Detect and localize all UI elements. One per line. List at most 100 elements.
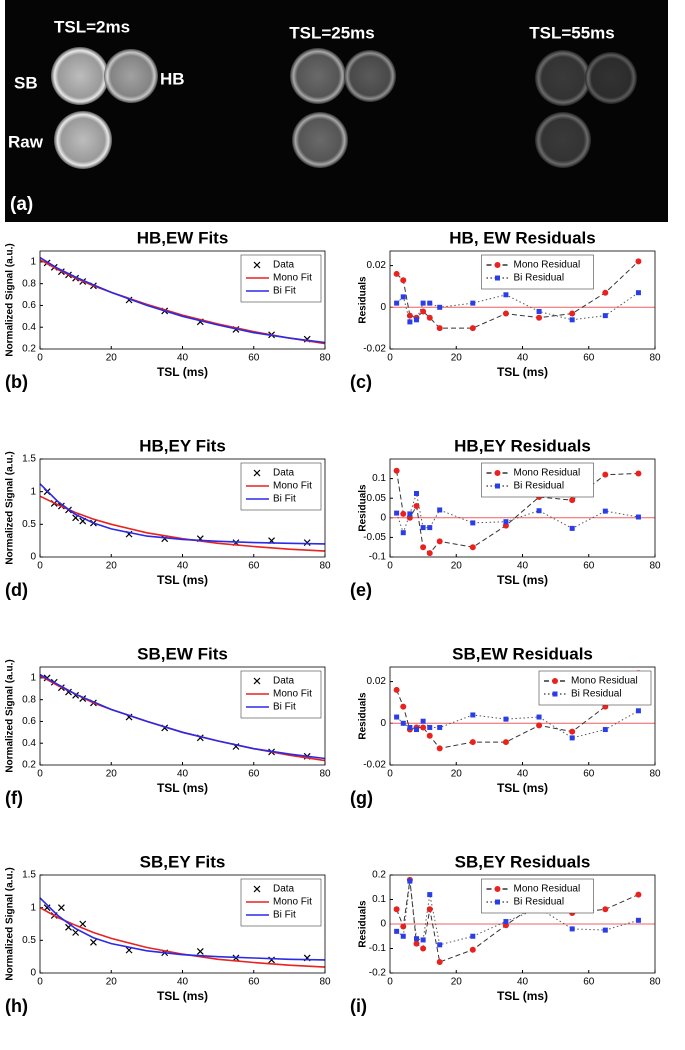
data-point [536,722,543,729]
x-tick-label: 40 [177,769,189,780]
x-tick-label: 40 [517,353,529,364]
x-tick-label: 0 [387,769,393,780]
data-point [393,906,400,913]
panel-label: (b) [5,372,28,392]
data-point [394,300,400,306]
legend-marker [253,261,261,269]
y-tick-label: 1 [30,902,36,913]
y-tick-label: 1 [30,486,36,497]
data-point [420,718,426,724]
x-tick-label: 80 [649,769,661,780]
data-point [90,938,97,946]
data-point [394,714,400,720]
data-point [569,525,575,531]
panel-label: (i) [350,996,367,1016]
panel-label: (h) [5,996,28,1016]
sample-sb [290,48,346,104]
x-axis-label: TSL (ms) [157,989,208,1003]
data-point [437,942,443,948]
sample-raw [292,112,348,168]
chart: SB,EY Fits 0 20 40 60 80 0 0.5 1 1.5 TSL (ms) Norma… [5,852,331,1015]
legend-label: Bi Residual [514,273,565,284]
plot-frame [39,874,326,974]
data-point [470,300,476,306]
x-tick-label: 80 [319,769,331,780]
data-point [536,314,543,321]
x-axis-label: TSL (ms) [497,989,548,1003]
legend-label: Mono Fit [273,273,312,284]
data-point [437,724,443,730]
y-tick-label: -0.02 [363,760,386,771]
panel-label: (g) [350,788,373,808]
y-tick-label: 0.4 [22,322,36,333]
legend-label: Data [273,884,295,895]
y-tick-label: 0.1 [372,894,386,905]
legend-label: Data [273,676,295,687]
legend-marker [253,885,261,893]
legend-marker [552,678,558,684]
legend-marker [253,677,261,685]
plot-frame [389,666,656,766]
data-point [400,530,406,536]
data-point [602,927,608,933]
y-tick-label: 1 [30,257,36,268]
legend-label: Mono Fit [273,897,312,908]
data-point [437,304,443,310]
x-tick-label: 60 [583,561,595,572]
x-tick-label: 40 [177,353,189,364]
data-point [420,308,427,315]
data-point [426,732,433,739]
data-point [414,727,419,733]
y-axis-label: Normalized Signal (a.u.) [5,659,16,772]
panel-label: (f) [5,788,23,808]
x-tick-label: 80 [649,977,661,988]
column-label: TSL=55ms [529,23,615,42]
sample-raw [535,112,591,168]
y-tick-label: 0 [30,968,36,979]
series-line [39,897,326,961]
legend-label: Mono Residual [514,260,581,271]
data-point [470,520,476,526]
legend-marker [494,262,501,268]
data-point [407,511,413,517]
legend: Data Mono Fit Bi Fit [240,462,322,511]
data-point [436,958,443,965]
data-point [635,470,642,477]
sample-label: Raw [8,132,44,151]
data-point [502,310,509,317]
data-point [436,745,443,752]
y-tick-label: 1.5 [22,870,36,881]
x-tick-label: 0 [387,353,393,364]
legend: Mono Residual Bi Residual [481,254,594,290]
y-axis-label: Normalized Signal (a.u.) [5,243,16,356]
sample-hb [585,52,637,104]
legend-label: Bi Fit [273,910,296,921]
x-tick-label: 60 [583,769,595,780]
series-line [39,483,326,545]
x-tick-label: 20 [106,769,118,780]
y-axis-label: Residuals [358,900,369,948]
series-line [39,256,326,344]
legend-label: Bi Residual [571,689,622,700]
x-tick-label: 20 [451,769,463,780]
x-tick-label: 0 [387,977,393,988]
chart-title: SB,EW Residuals [452,644,593,663]
x-tick-label: 20 [106,977,118,988]
data-point [469,325,476,332]
panel-label: (a) [10,194,33,215]
y-tick-label: 0 [380,512,386,523]
legend-label: Data [273,468,295,479]
x-tick-label: 80 [649,561,661,572]
legend-label: Data [273,260,295,271]
y-tick-label: -0.02 [363,344,386,355]
data-point [413,940,420,947]
chart-title: HB,EY Residuals [454,436,591,455]
data-point [602,727,608,733]
x-tick-label: 60 [583,977,595,988]
legend-marker [494,886,501,892]
y-tick-label: 0.4 [22,738,36,749]
data-point [400,294,406,300]
sample-label: SB [14,73,38,92]
